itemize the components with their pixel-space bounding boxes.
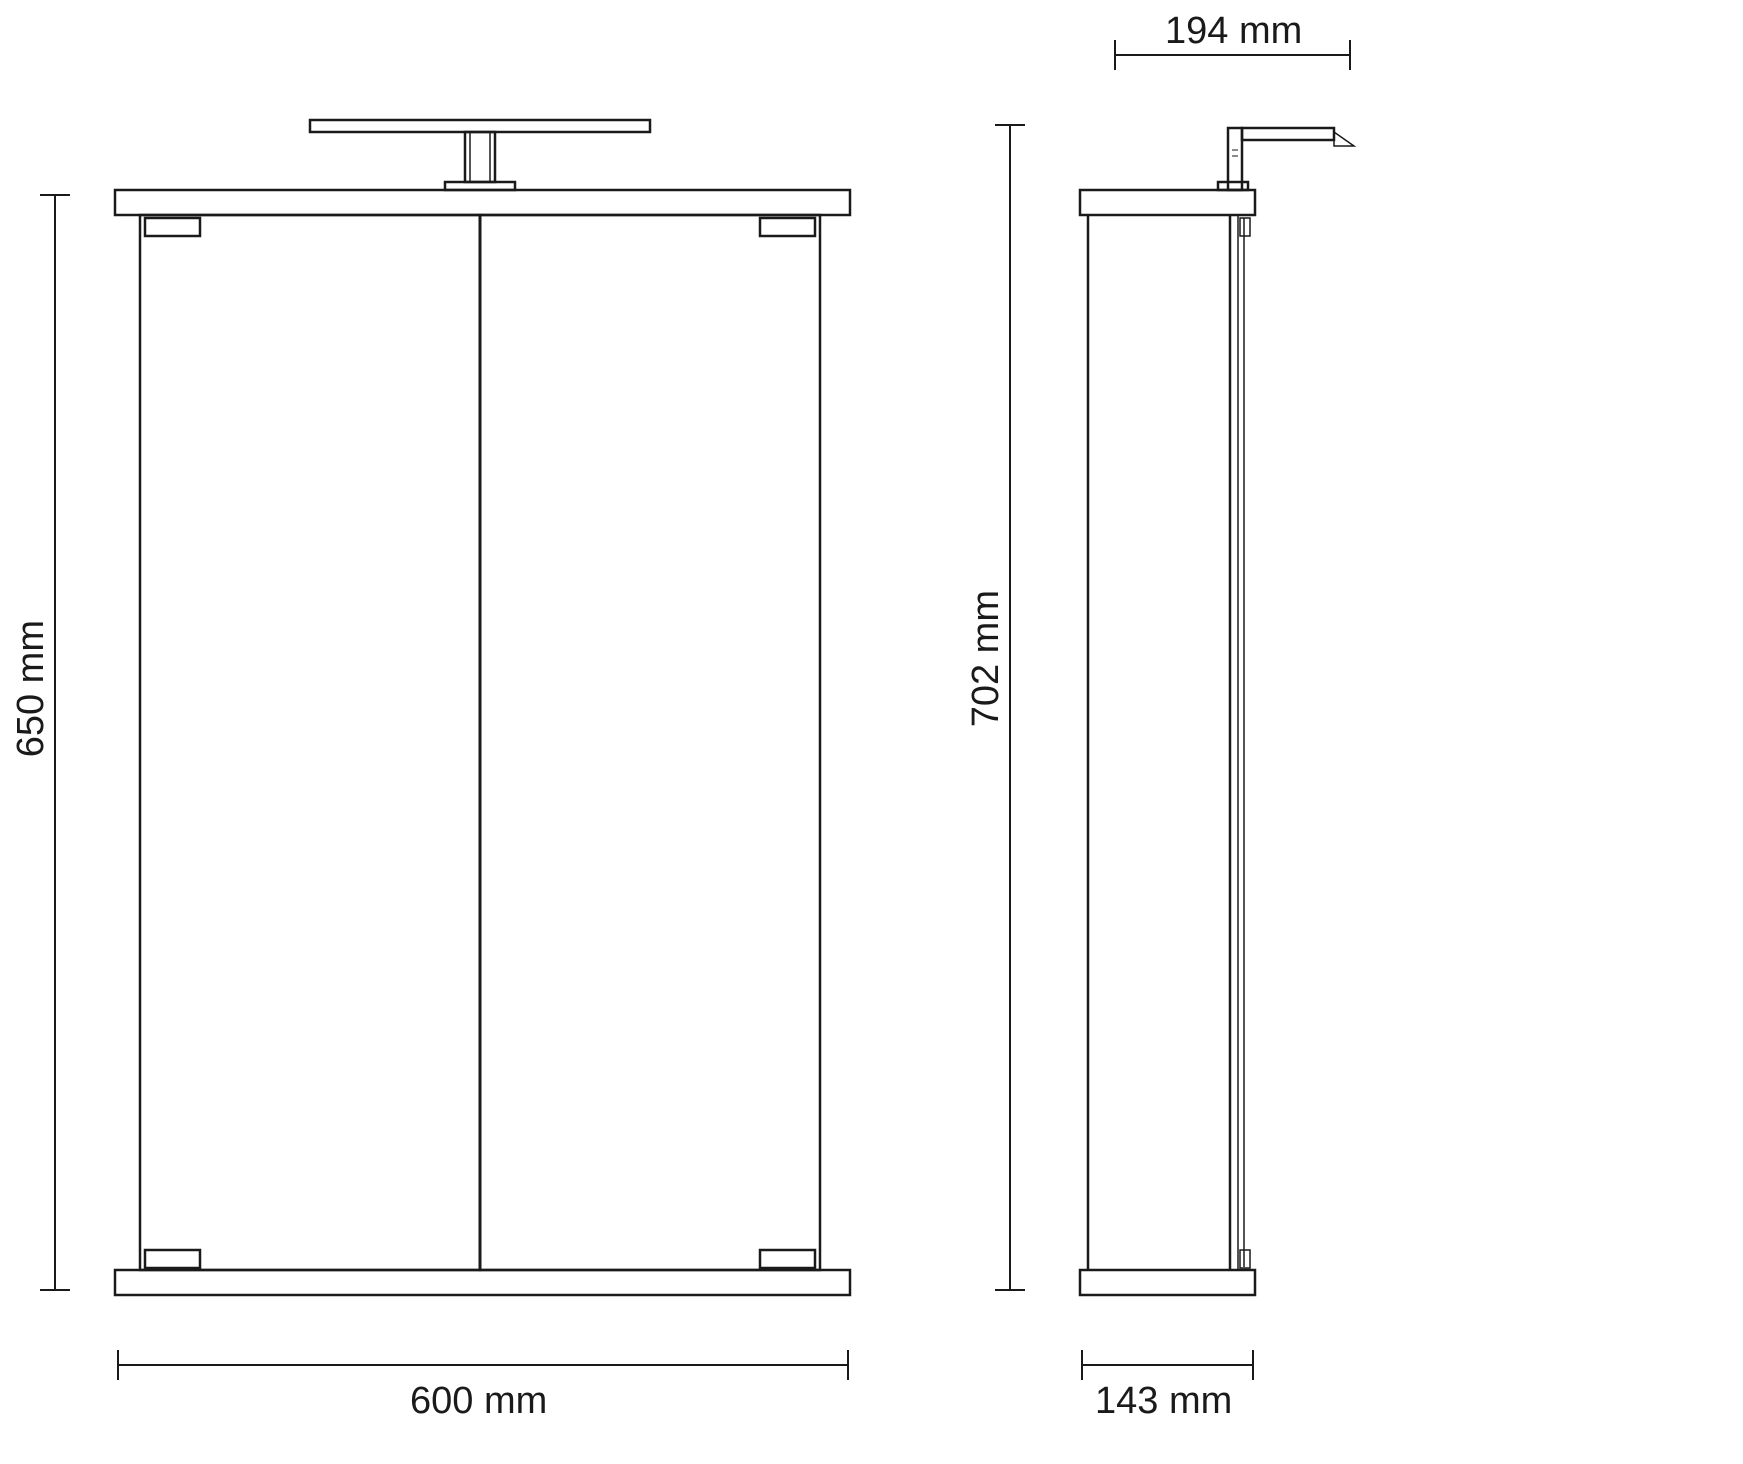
side-hinge-top bbox=[1240, 218, 1250, 236]
dim-front-width: 600 mm bbox=[410, 1380, 547, 1423]
dim-side-body-depth: 143 mm bbox=[1095, 1380, 1232, 1423]
lamp-tip-side bbox=[1334, 132, 1354, 146]
lamp-base-front bbox=[445, 182, 515, 190]
dim-overall-height: 702 mm bbox=[965, 590, 1008, 727]
lamp-base-side bbox=[1218, 182, 1248, 190]
dim-side-top-depth: 194 mm bbox=[1165, 10, 1302, 53]
dim-front-height: 650 mm bbox=[10, 620, 53, 757]
side-bottom-panel bbox=[1080, 1270, 1255, 1295]
front-top-panel bbox=[115, 190, 850, 215]
side-top-panel bbox=[1080, 190, 1255, 215]
technical-drawing bbox=[0, 0, 1743, 1464]
dimension-lines bbox=[40, 40, 1350, 1380]
lamp-shade-front bbox=[310, 120, 650, 132]
hinge-bottom-right bbox=[760, 1250, 815, 1268]
front-left-door bbox=[140, 215, 480, 1270]
hinge-bottom-left bbox=[145, 1250, 200, 1268]
front-bottom-panel bbox=[115, 1270, 850, 1295]
hinge-top-left bbox=[145, 218, 200, 236]
lamp-post-side bbox=[1228, 128, 1242, 190]
side-hinge-bottom bbox=[1240, 1250, 1250, 1268]
hinge-top-right bbox=[760, 218, 815, 236]
front-right-door bbox=[480, 215, 820, 1270]
lamp-arm-side bbox=[1242, 128, 1334, 140]
